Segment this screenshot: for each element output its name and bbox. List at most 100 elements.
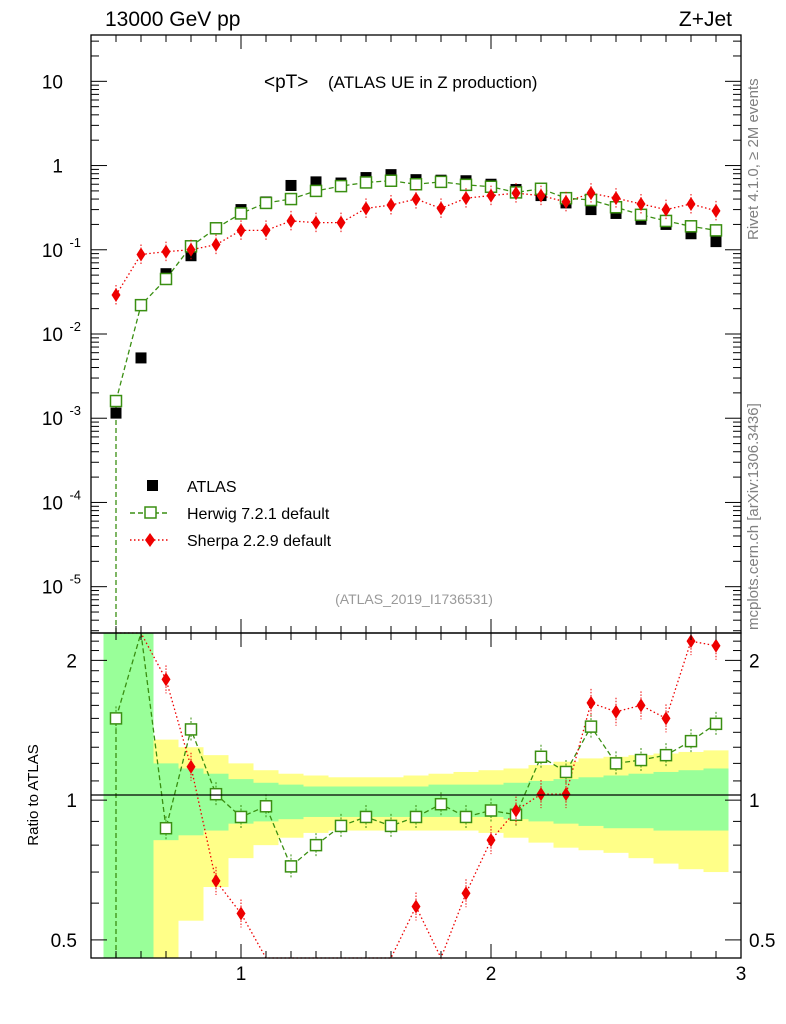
x-tick-label: 1 bbox=[236, 964, 247, 985]
sherpa-ratio-point bbox=[711, 638, 721, 653]
sherpa-ratio-point bbox=[586, 695, 596, 710]
sherpa-point bbox=[661, 202, 671, 217]
atlas-point bbox=[685, 228, 697, 240]
sherpa-point bbox=[111, 288, 121, 303]
ratio-tick-label: 2 bbox=[66, 651, 77, 672]
ratio-axis-label: Ratio to ATLAS bbox=[25, 744, 42, 845]
process-label: Z+Jet bbox=[679, 8, 732, 31]
atlas-point bbox=[585, 204, 597, 216]
y-tick-label: 10 bbox=[42, 72, 63, 93]
sherpa-point bbox=[311, 215, 321, 230]
herwig-point bbox=[284, 192, 298, 206]
herwig-ratio-point bbox=[409, 810, 423, 824]
sherpa-point bbox=[211, 237, 221, 252]
herwig-ratio-point bbox=[334, 819, 348, 833]
ratio-tick-label: 1 bbox=[66, 791, 77, 812]
sherpa-ratio-point bbox=[636, 698, 646, 713]
ratio-plot-area bbox=[109, 627, 723, 960]
y-tick-exponent: -3 bbox=[69, 403, 81, 418]
sherpa-ratio-point bbox=[536, 787, 546, 802]
ratio-band-inner bbox=[703, 768, 729, 831]
y-tick-label: 1 bbox=[52, 157, 63, 178]
herwig-ratio-point bbox=[484, 804, 498, 817]
sherpa-point bbox=[161, 244, 171, 259]
sherpa-ratio-point bbox=[661, 711, 671, 726]
herwig-ratio-point bbox=[184, 723, 198, 736]
atlas-point bbox=[710, 236, 722, 248]
herwig-ratio-point bbox=[309, 838, 323, 852]
sherpa-ratio-point bbox=[486, 833, 496, 848]
energy-label: 13000 GeV pp bbox=[105, 8, 240, 31]
y-tick-label: 10 bbox=[42, 409, 63, 430]
sherpa-point bbox=[411, 192, 421, 207]
herwig-ratio-point bbox=[109, 712, 123, 725]
ratio-band-inner bbox=[653, 771, 679, 831]
herwig-point bbox=[359, 176, 373, 189]
herwig-ratio-point bbox=[584, 720, 598, 733]
sherpa-ratio-point bbox=[186, 759, 196, 774]
ratio-band-inner bbox=[578, 777, 604, 826]
y-tick-exponent: -5 bbox=[69, 572, 81, 587]
ratio-band-inner bbox=[178, 768, 204, 836]
sherpa-point bbox=[711, 203, 721, 218]
herwig-point bbox=[709, 224, 723, 237]
herwig-ratio-point bbox=[434, 797, 448, 811]
sherpa-ratio-point bbox=[236, 906, 246, 921]
ratio-tick-label-right: 2 bbox=[749, 651, 760, 672]
sherpa-ratio-point bbox=[686, 634, 696, 649]
herwig-point bbox=[109, 394, 123, 408]
herwig-ratio-point bbox=[709, 717, 723, 731]
plot-title: <pT> bbox=[264, 72, 308, 93]
x-tick-label: 2 bbox=[486, 964, 497, 985]
sherpa-point bbox=[561, 194, 571, 209]
sherpa-point bbox=[511, 186, 521, 201]
sherpa-point bbox=[611, 191, 621, 206]
ratio-tick-label-right: 0.5 bbox=[749, 931, 775, 952]
herwig-line bbox=[115, 180, 717, 633]
herwig-point bbox=[659, 214, 673, 228]
y-tick-exponent: -1 bbox=[69, 235, 81, 250]
ratio-band-inner bbox=[378, 786, 404, 817]
sherpa-point bbox=[436, 201, 446, 216]
herwig-ratio-point bbox=[609, 757, 623, 770]
herwig-point bbox=[434, 175, 448, 189]
herwig-ratio-point bbox=[259, 800, 273, 813]
herwig-point bbox=[209, 222, 223, 235]
ratio-band-inner bbox=[628, 773, 654, 829]
atlas-point bbox=[310, 176, 322, 188]
sherpa-point bbox=[261, 223, 271, 238]
sherpa-point bbox=[486, 188, 496, 203]
herwig-ratio-point bbox=[534, 750, 548, 764]
herwig-ratio-point bbox=[459, 810, 473, 824]
ratio-band-inner bbox=[278, 784, 304, 820]
herwig-point bbox=[309, 184, 323, 198]
herwig-point bbox=[259, 196, 273, 210]
sherpa-point bbox=[386, 198, 396, 213]
herwig-ratio-point bbox=[384, 819, 398, 833]
legend-atlas-marker bbox=[147, 480, 158, 491]
sherpa-point bbox=[536, 188, 546, 203]
y-tick-exponent: -2 bbox=[69, 319, 81, 334]
y-tick-exponent: -4 bbox=[69, 487, 81, 502]
herwig-ratio-point bbox=[234, 810, 248, 824]
mcplots-label: mcplots.cern.ch [arXiv:1306.3436] bbox=[745, 403, 762, 630]
sherpa-ratio-point bbox=[161, 672, 171, 687]
axes: 10 1 10 -1 10 -2 10 -3 10 -4 10 -5 1 2 3 2 2 1 1 0.5 0.5 bbox=[42, 35, 775, 985]
legend-herwig-label: Herwig 7.2.1 default bbox=[187, 506, 330, 523]
main-plot-area bbox=[109, 169, 723, 633]
legend-atlas-label: ATLAS bbox=[187, 479, 237, 496]
herwig-point bbox=[384, 174, 398, 187]
sherpa-point bbox=[636, 196, 646, 211]
y-tick-label: 10 bbox=[42, 493, 63, 514]
plot-subtitle: (ATLAS UE in Z production) bbox=[328, 73, 537, 92]
herwig-point bbox=[459, 178, 473, 192]
sherpa-ratio-point bbox=[461, 886, 471, 901]
sherpa-point bbox=[136, 247, 146, 262]
herwig-point bbox=[334, 179, 348, 193]
herwig-point bbox=[234, 207, 248, 220]
ratio-band-inner bbox=[328, 786, 354, 817]
sherpa-ratio-point bbox=[611, 704, 621, 719]
sherpa-point bbox=[461, 191, 471, 206]
herwig-point bbox=[134, 298, 148, 312]
sherpa-point bbox=[686, 196, 696, 211]
